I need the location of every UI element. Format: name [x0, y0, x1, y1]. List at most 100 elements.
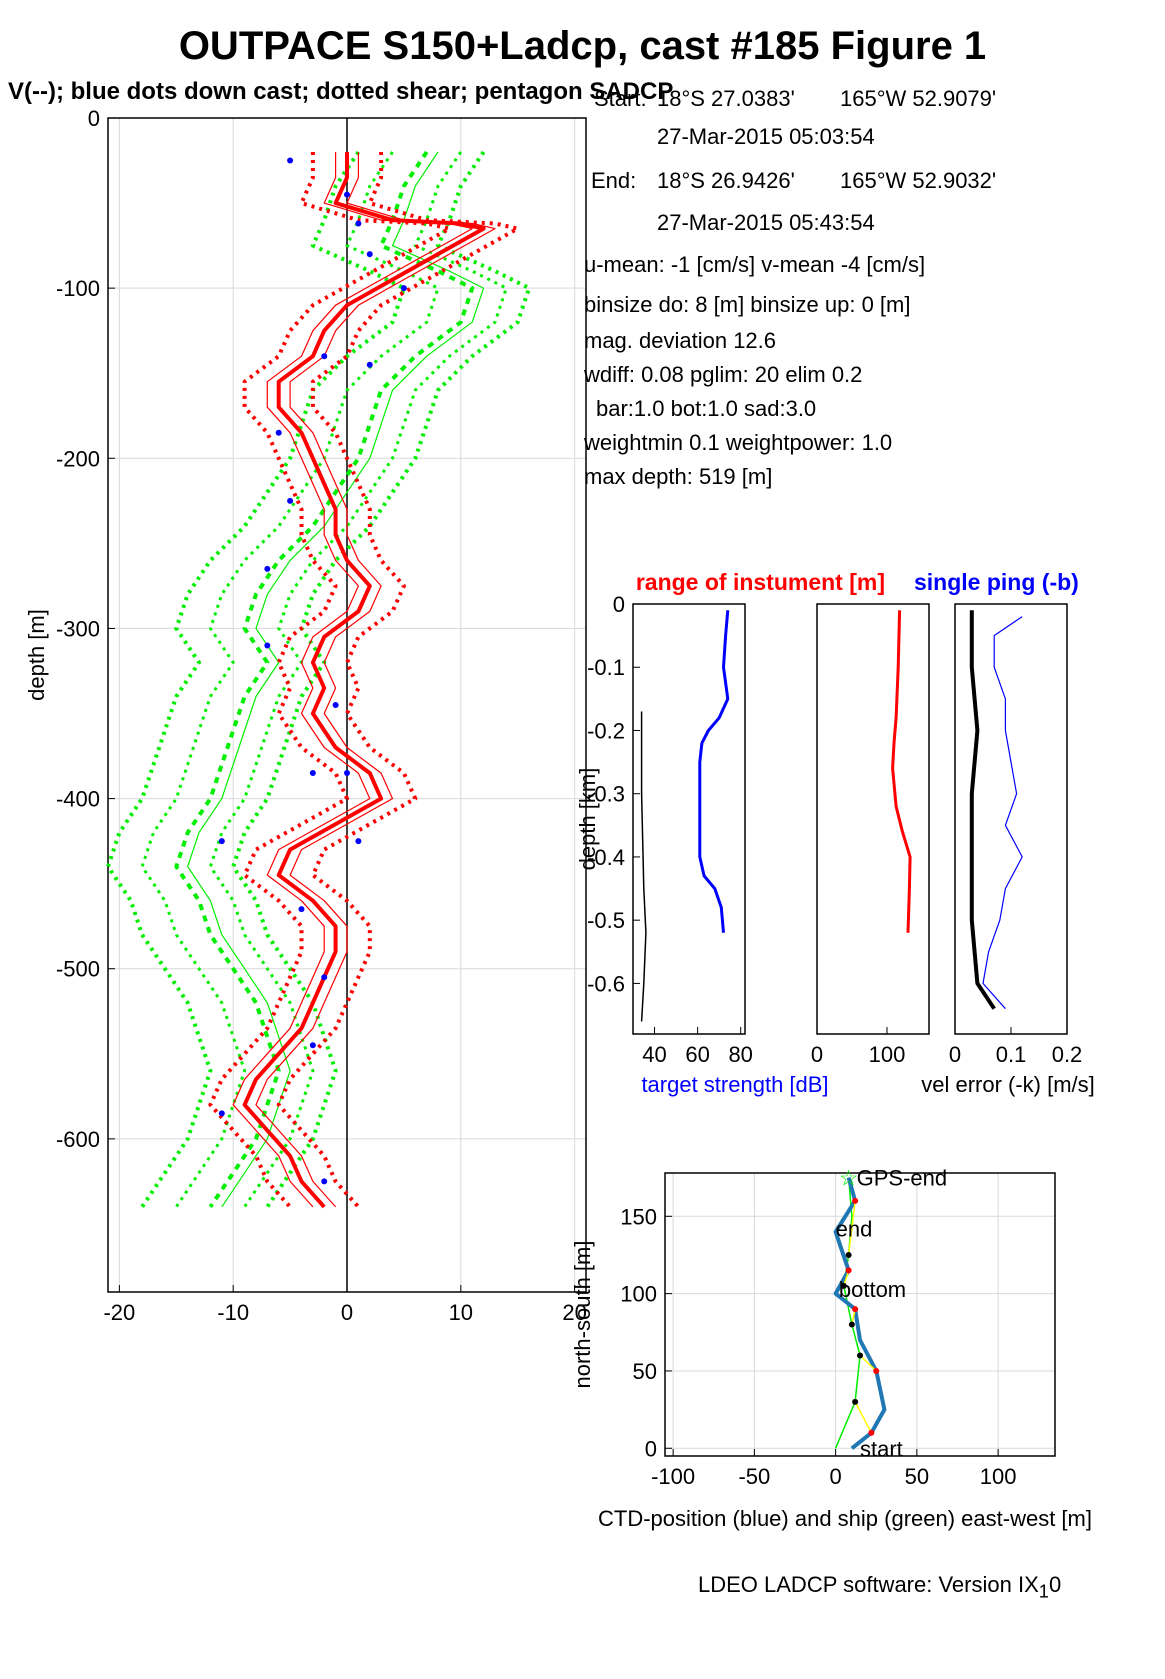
x-tick-label: 50	[905, 1464, 929, 1489]
down-cast-dot	[309, 1042, 316, 1049]
weight-params: weightmin 0.1 weightpower: 1.0	[584, 430, 893, 455]
down-cast-dot	[366, 251, 373, 258]
green-shear-dotted	[140, 151, 440, 1208]
down-cast-dot	[264, 642, 271, 649]
green-shear-dotted	[231, 150, 532, 1209]
down-cast-dot	[332, 702, 339, 708]
down-cast-dot	[344, 191, 350, 198]
x-tick-label: 100	[980, 1464, 1017, 1489]
plot-frame	[664, 1172, 1056, 1457]
footer-subscript: 1	[1038, 1580, 1049, 1602]
y-tick-label: 50	[633, 1359, 657, 1384]
black-profile	[640, 711, 647, 1022]
ship-marker	[857, 1352, 863, 1359]
link-line	[859, 1354, 877, 1372]
y-tick-label: -600	[56, 1127, 100, 1152]
ctd-marker	[845, 1267, 852, 1274]
ship-marker	[848, 1321, 855, 1328]
red-shear-dotted	[276, 152, 520, 1209]
down-cast-dot	[287, 157, 294, 164]
start-label: start	[860, 1436, 903, 1461]
down-cast-dot	[400, 285, 407, 292]
start-lat: 18°S 27.0383'	[657, 86, 795, 111]
down-cast-dot	[321, 353, 328, 360]
y-tick-label: -100	[56, 276, 100, 301]
end-lat: 18°S 26.9426'	[657, 168, 795, 193]
binsize: binsize do: 8 [m] binsize up: 0 [m]	[584, 292, 911, 317]
x-axis-title: vel error (-k) [m/s]	[921, 1072, 1095, 1097]
down-cast-dot	[218, 838, 225, 845]
down-cast-dot	[366, 361, 373, 368]
y-tick-label: -0.5	[587, 908, 625, 933]
down-cast-dot	[321, 1178, 328, 1185]
y-tick-label: 0	[88, 106, 100, 131]
ship-marker	[845, 1251, 852, 1258]
y-tick-label: -0.2	[587, 718, 625, 743]
y-tick-label: -0.3	[587, 782, 625, 807]
x-tick-label: 0	[949, 1042, 961, 1067]
green-shear-dotted	[106, 150, 406, 1209]
x-tick-label: -100	[651, 1464, 695, 1489]
y-tick-label: 0	[645, 1436, 657, 1461]
end-lon: 165°W 52.9032'	[840, 168, 997, 193]
plot-frame	[632, 603, 746, 1035]
down-cast-dot	[287, 497, 294, 504]
y-tick-label: 100	[620, 1282, 657, 1307]
bottom-label: bottom	[839, 1277, 906, 1302]
footer-tail: 0	[1048, 1572, 1062, 1597]
y-tick-label: -300	[56, 616, 100, 641]
ctd-marker	[852, 1197, 859, 1204]
single-ping-title: single ping (-b)	[914, 569, 1079, 595]
wdiff-params: wdiff: 0.08 pglim: 20 elim 0.2	[584, 362, 863, 387]
y-tick-label: 0	[613, 592, 625, 617]
down-cast-dot	[275, 429, 282, 436]
software-version: LDEO LADCP software: Version IX10	[698, 1572, 1061, 1602]
gps-end-marker: ☆	[839, 1166, 859, 1191]
footer-text: LDEO LADCP software: Version IX	[698, 1572, 1039, 1597]
down-cast-dot	[355, 838, 362, 845]
mag-deviation: mag. deviation 12.6	[584, 328, 777, 353]
y-axis-title: depth [m]	[24, 609, 49, 701]
x-tick-label: -20	[103, 1300, 135, 1325]
y-tick-label: -500	[56, 957, 100, 982]
ctd-marker	[852, 1306, 859, 1313]
bar-params: bar:1.0 bot:1.0 sad:3.0	[596, 396, 817, 421]
ship-marker	[852, 1398, 859, 1405]
x-tick-label: 0.2	[1052, 1042, 1083, 1067]
y-tick-label: 150	[620, 1204, 657, 1229]
down-cast-dot	[264, 565, 271, 572]
x-tick-label: 0	[830, 1464, 842, 1489]
figure-subtitle: V(--); blue dots down cast; dotted shear…	[8, 78, 674, 105]
end-label: end	[836, 1217, 873, 1242]
x-tick-label: 20	[562, 1300, 586, 1325]
gps-end-label: GPS-end	[857, 1166, 948, 1191]
x-tick-label: 0	[341, 1300, 353, 1325]
link-line	[847, 1200, 856, 1256]
green-profile-line	[187, 151, 485, 1208]
down-cast-dot	[218, 1110, 225, 1117]
y-axis-title: depth [km]	[575, 768, 600, 871]
red-profile-line	[255, 152, 496, 1208]
ctd-marker	[873, 1367, 880, 1374]
end-time: 27-Mar-2015 05:43:54	[657, 210, 875, 235]
x-axis-title: CTD-position (blue) and ship (green) eas…	[598, 1506, 1092, 1531]
y-tick-label: -400	[56, 787, 100, 812]
x-tick-label: 0.1	[996, 1042, 1027, 1067]
x-tick-label: 100	[869, 1042, 906, 1067]
x-tick-label: 0	[811, 1042, 823, 1067]
y-axis-title: north-south [m]	[570, 1241, 595, 1389]
start-lon: 165°W 52.9079'	[840, 86, 997, 111]
down-cast-dot	[309, 770, 316, 777]
max-depth: max depth: 519 [m]	[584, 464, 773, 489]
x-tick-label: 60	[685, 1042, 709, 1067]
y-tick-label: -0.1	[587, 655, 625, 680]
mean-velocity: u-mean: -1 [cm/s] v-mean -4 [cm/s]	[584, 252, 926, 277]
x-tick-label: 10	[449, 1300, 473, 1325]
y-tick-label: -200	[56, 446, 100, 471]
target-strength-line	[698, 610, 730, 933]
start-time: 27-Mar-2015 05:03:54	[657, 124, 875, 149]
red-v-line	[242, 152, 486, 1209]
start-label: Start:	[594, 86, 647, 111]
ship-marker	[840, 1282, 847, 1289]
